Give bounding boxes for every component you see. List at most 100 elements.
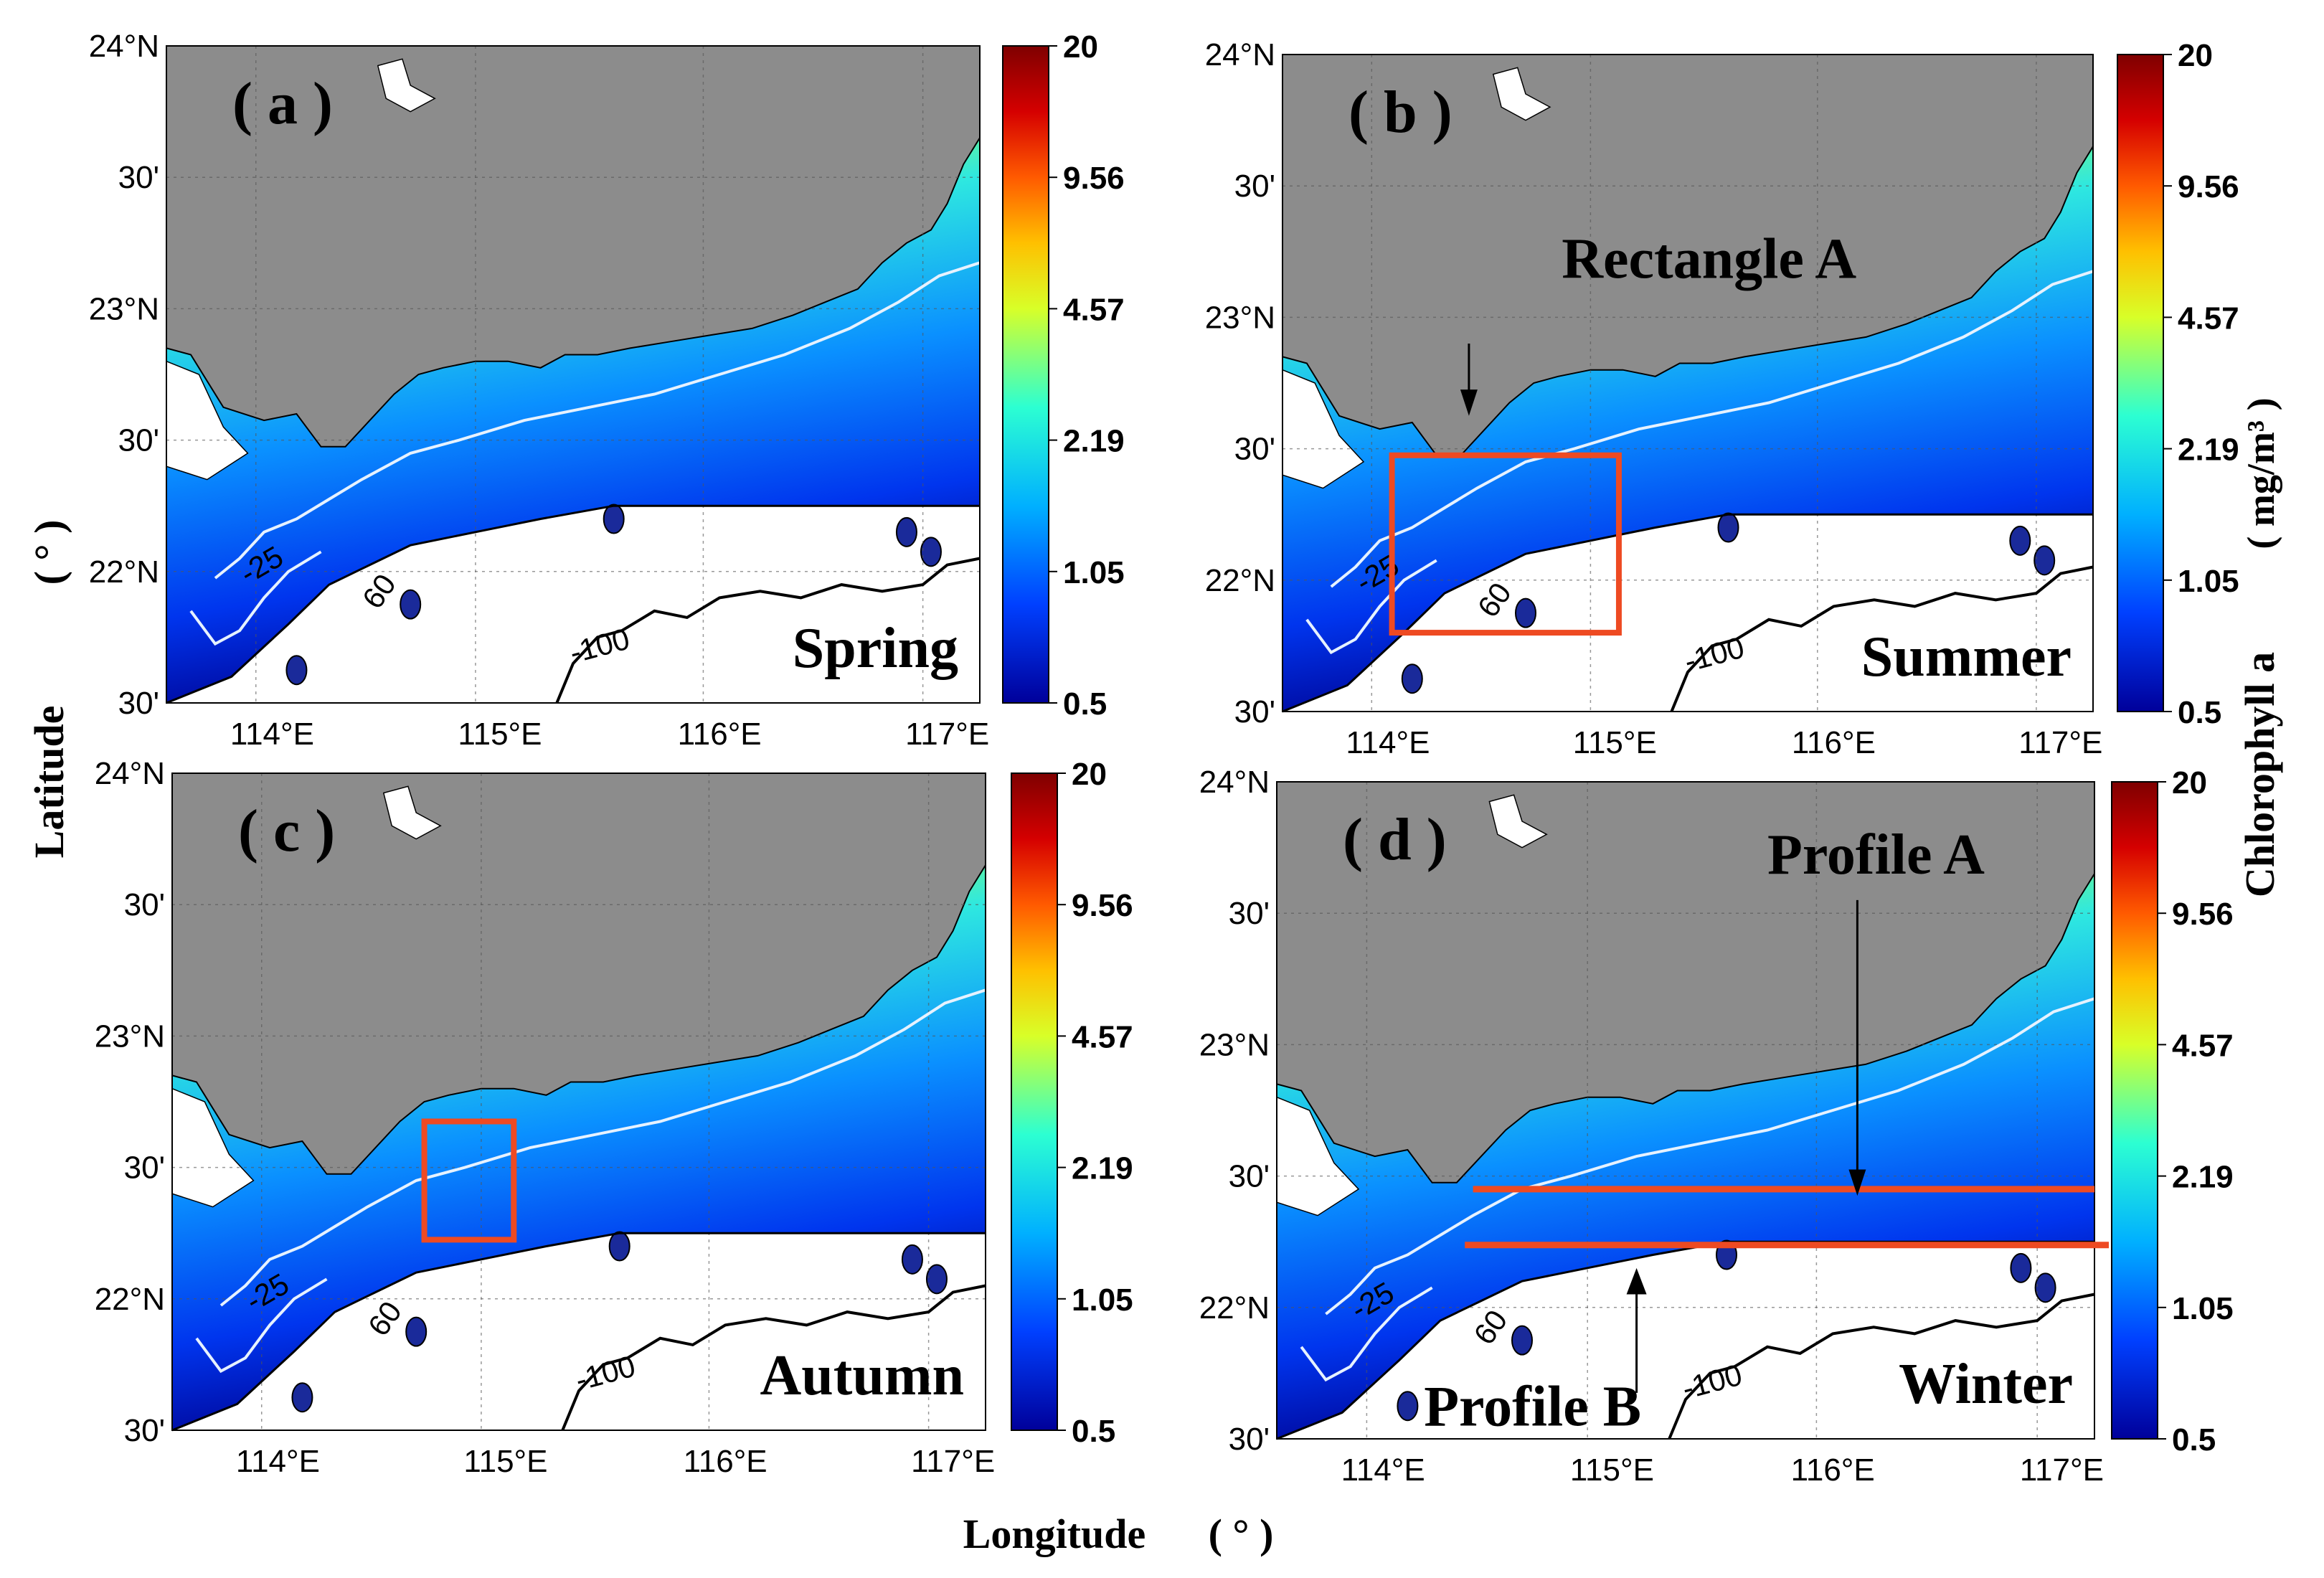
panel-label: ( d ) <box>1343 806 1447 873</box>
colorbar-label: Chlorophyll a <box>2236 652 2283 897</box>
rectangle-a <box>1389 452 1622 636</box>
island <box>920 537 942 567</box>
panel-frame <box>1276 781 2095 1440</box>
lon-tick-label: 117°E <box>2020 1452 2104 1488</box>
island <box>603 504 625 534</box>
island <box>901 1244 923 1275</box>
lon-tick-label: 114°E <box>1346 725 1430 760</box>
isobath-25 <box>1325 997 2095 1315</box>
lon-tick-label: 117°E <box>2018 725 2102 760</box>
island <box>1717 512 1739 543</box>
y-axis-unit: ( ° ) <box>26 520 72 585</box>
isobath-60 <box>1276 1240 2094 1440</box>
lon-tick-label: 115°E <box>463 1444 547 1479</box>
colorbar-tick-label: 2.19 <box>2178 433 2239 468</box>
isobath-60 <box>171 1232 986 1432</box>
island <box>405 1316 428 1347</box>
lat-tick-label: 23°N <box>89 291 159 326</box>
lake-patch <box>377 58 436 113</box>
isobath-25 <box>214 261 981 580</box>
lon-tick-label: 114°E <box>236 1444 320 1479</box>
panel-label: ( c ) <box>238 798 335 864</box>
isobath-25 <box>219 988 986 1307</box>
colorbar <box>2117 54 2164 712</box>
lat-tick-label: 24°N <box>1205 37 1275 72</box>
lon-tick-label: 117°E <box>905 717 989 752</box>
island <box>400 589 422 620</box>
colorbar-tick-label: 9.56 <box>1072 888 1133 923</box>
arrow-head <box>1460 389 1478 416</box>
lon-tick-label: 116°E <box>1791 1452 1875 1488</box>
isobath-100 <box>1670 565 2094 712</box>
isobath-25 <box>1330 270 2094 588</box>
colorbar-tick-label: 0.5 <box>1063 686 1107 722</box>
season-label: Spring <box>793 617 958 680</box>
colorbar <box>1011 773 1058 1431</box>
island <box>285 655 308 686</box>
lat-tick-label: 30' <box>1229 896 1270 931</box>
season-label: Autumn <box>760 1344 964 1407</box>
panel-label: ( a ) <box>232 70 333 137</box>
rectangle-a-annotation: Rectangle A <box>1562 227 1856 290</box>
colorbar <box>1002 45 1049 704</box>
isobath-25-loop <box>195 1277 328 1374</box>
chlorophyll-field <box>172 865 986 1430</box>
isobath-25-loop <box>1305 559 1437 655</box>
lat-tick-label: 23°N <box>1199 1027 1270 1062</box>
colorbar-tick-label: 1.05 <box>1063 555 1125 590</box>
island <box>1397 1391 1419 1422</box>
isobath-100 <box>555 557 981 704</box>
colorbar-tick-label: 1.05 <box>2178 564 2239 599</box>
colorbar-tick-label: 0.5 <box>2178 695 2221 730</box>
chlorophyll-field <box>1277 874 2094 1439</box>
x-axis-unit: ( ° ) <box>1209 1511 1274 1557</box>
panel-frame <box>171 773 986 1431</box>
colorbar-tick-label: 2.19 <box>1063 424 1125 459</box>
lat-tick-label: 24°N <box>1199 765 1270 800</box>
land-mass <box>171 773 986 1175</box>
panel-frame <box>1282 54 2094 712</box>
island <box>291 1382 313 1413</box>
island <box>925 1264 948 1295</box>
colorbar-tick-label: 1.05 <box>1072 1282 1133 1318</box>
lat-tick-label: 23°N <box>95 1019 165 1054</box>
isobath-25-loop <box>189 550 322 646</box>
panel-frame <box>166 45 981 704</box>
lat-tick-label: 30' <box>124 887 165 922</box>
isobath-60 <box>166 504 980 704</box>
colorbar-tick-label: 9.56 <box>2178 169 2239 204</box>
profile-a-annotation: Profile A <box>1767 823 1985 887</box>
island <box>2034 1272 2056 1303</box>
island <box>1515 597 1536 628</box>
lat-tick-label: 30' <box>118 160 159 195</box>
land-mass <box>1276 781 2095 1184</box>
season-label: Summer <box>1861 625 2072 689</box>
colorbar-tick-label: 0.5 <box>2172 1422 2216 1457</box>
colorbar-tick-label: 4.57 <box>2172 1028 2234 1063</box>
colorbar-tick-label: 0.5 <box>1072 1414 1115 1449</box>
colorbar-tick-label: 20 <box>1072 757 1107 792</box>
island <box>2034 545 2056 576</box>
island <box>1401 663 1423 694</box>
colorbar-tick-label: 4.57 <box>1063 292 1125 327</box>
land-mass <box>166 45 981 448</box>
colorbar-tick-label: 1.05 <box>2172 1291 2234 1326</box>
lat-tick-label: 30' <box>1234 169 1275 204</box>
lake-patch <box>1488 794 1548 849</box>
colorbar-tick-label: 20 <box>2172 765 2207 800</box>
lat-tick-label: 30' <box>1229 1422 1270 1457</box>
lon-tick-label: 117°E <box>911 1444 995 1479</box>
colorbar-tick-label: 20 <box>1063 29 1098 65</box>
arrow-head <box>1626 1267 1647 1295</box>
colorbar <box>2111 781 2158 1440</box>
land-mass <box>1282 54 2094 456</box>
lon-tick-label: 115°E <box>458 717 542 752</box>
y-axis-label: Latitude <box>26 706 72 859</box>
lat-tick-label: 30' <box>118 686 159 721</box>
colorbar-tick-label: 4.57 <box>1072 1019 1133 1054</box>
panel-label: ( b ) <box>1348 79 1452 146</box>
x-axis-label: Longitude <box>963 1511 1146 1557</box>
